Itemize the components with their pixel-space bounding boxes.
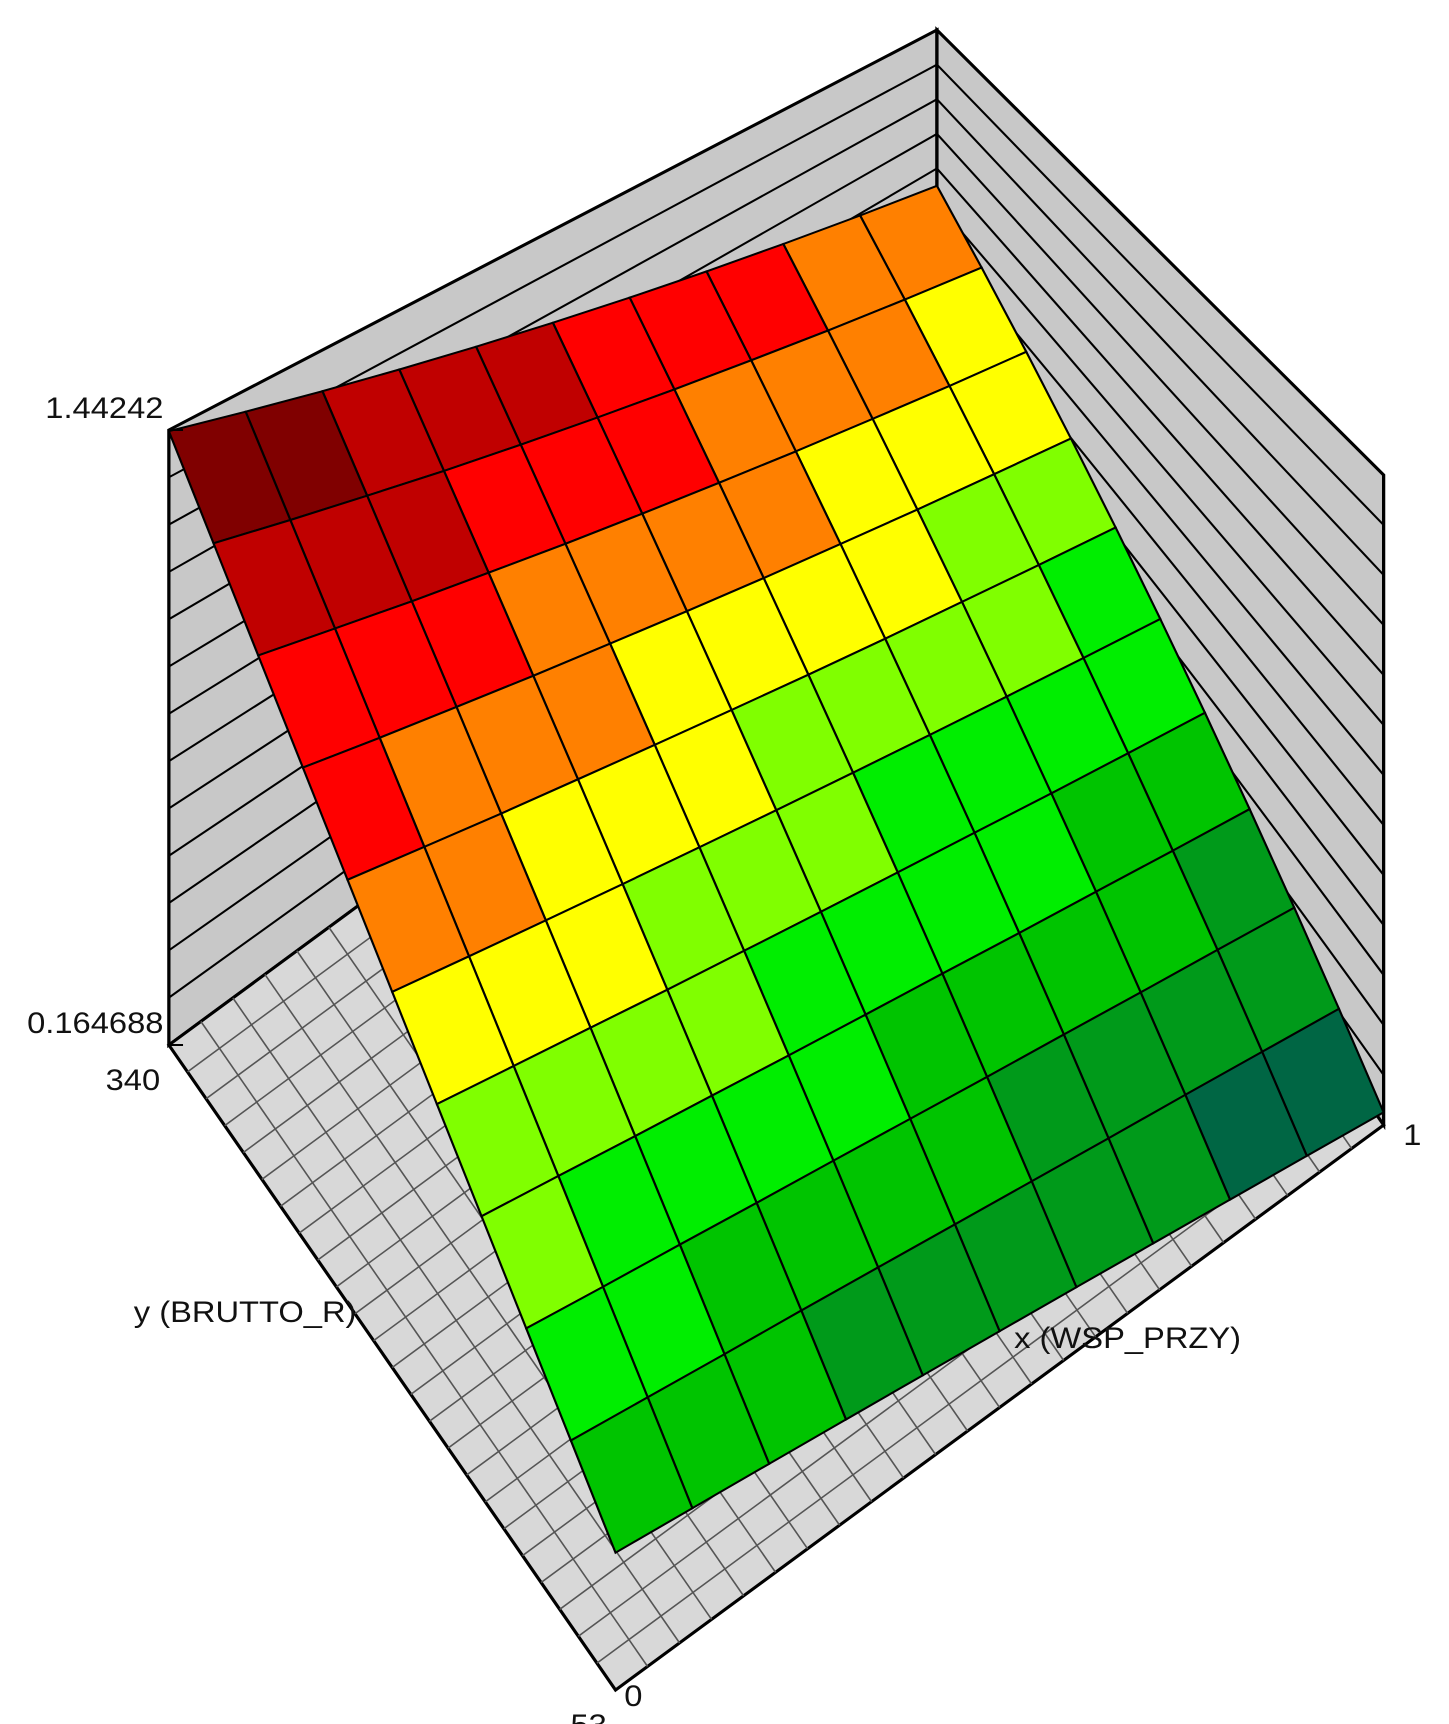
wall-line bbox=[936, 133, 1385, 626]
y-axis-label: y (BRUTTO_R) bbox=[134, 1295, 357, 1328]
y-tick-label: 340 bbox=[106, 1063, 161, 1096]
x-axis-label: x (WSP_PRZY) bbox=[1014, 1321, 1241, 1354]
wall-line bbox=[936, 167, 1385, 676]
surface bbox=[167, 184, 1385, 1555]
y-tick-label: 53 bbox=[570, 1708, 606, 1724]
surface-cell bbox=[569, 1395, 694, 1555]
z-tick-label: 0.164688 bbox=[27, 1006, 163, 1039]
wall-line bbox=[936, 63, 1385, 526]
x-tick-label: 0 bbox=[624, 1679, 642, 1712]
labels: y (BRUTTO_R) x (WSP_PRZY) 0.164688 1.4424… bbox=[27, 391, 1421, 1724]
wall-line bbox=[936, 202, 1385, 726]
x-tick-label: 1 bbox=[1403, 1118, 1421, 1151]
z-tick-label: 1.44242 bbox=[45, 391, 163, 424]
wall-line bbox=[936, 98, 1385, 576]
